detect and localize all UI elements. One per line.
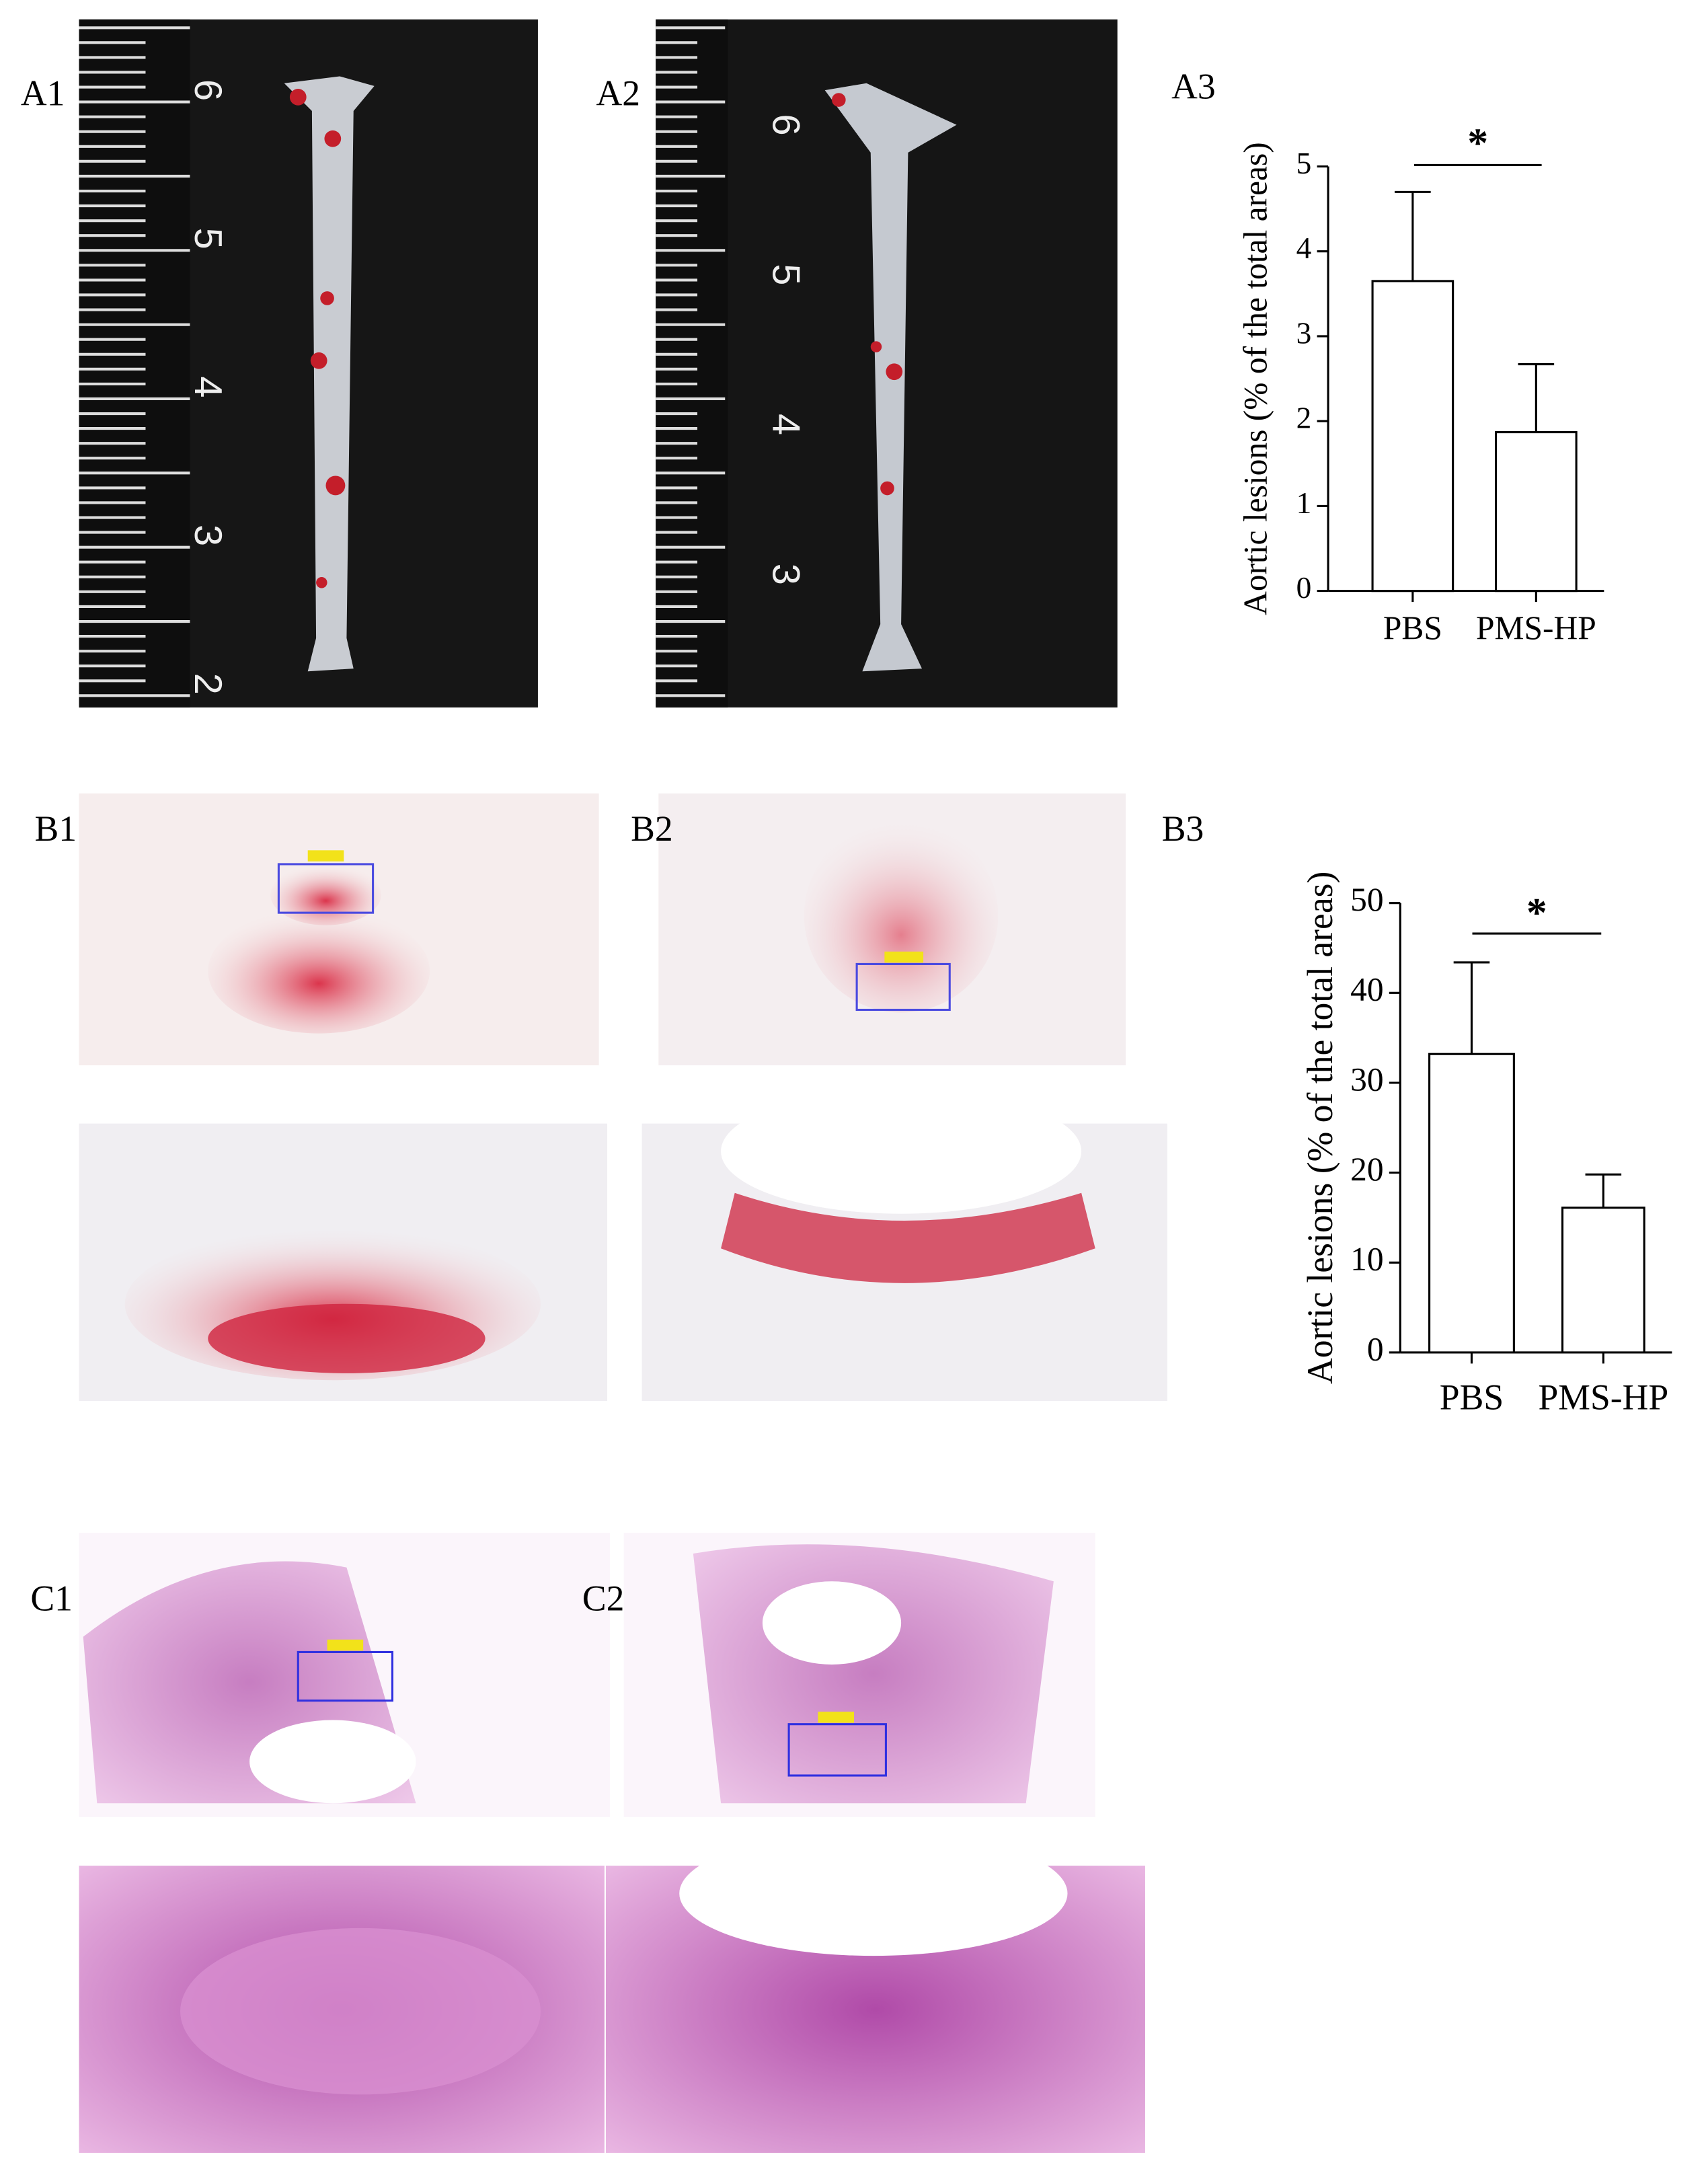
ruler-number: 4 xyxy=(186,376,229,397)
bar xyxy=(1495,431,1578,593)
significance-label: * xyxy=(1526,890,1547,936)
image-b2-zoom xyxy=(642,1089,1167,1402)
panel-label: B1 xyxy=(35,808,77,849)
significance-label: * xyxy=(1467,120,1488,166)
error-bar xyxy=(1518,363,1555,432)
image-b1 xyxy=(79,793,599,1065)
x-tick-label: PBS xyxy=(1383,609,1442,646)
photo-a2 xyxy=(656,19,1118,708)
ruler-number: 6 xyxy=(186,79,229,101)
ruler-number: 2 xyxy=(186,673,229,695)
error-bar xyxy=(1453,961,1490,1055)
ruler-number: 3 xyxy=(765,564,808,585)
y-tick-label: 30 xyxy=(1350,1061,1383,1098)
image-c1 xyxy=(79,1533,611,1817)
panel-label: A3 xyxy=(1171,66,1216,106)
y-tick-label: 4 xyxy=(1296,231,1312,265)
y-tick-label: 10 xyxy=(1350,1241,1383,1278)
y-tick-label: 40 xyxy=(1350,971,1383,1008)
ruler-number: 6 xyxy=(765,114,808,136)
y-tick-label: 0 xyxy=(1367,1330,1384,1367)
ruler-number: 4 xyxy=(765,414,808,435)
y-tick-label: 2 xyxy=(1296,402,1312,435)
bar xyxy=(1428,1053,1515,1354)
image-c2-zoom xyxy=(605,1831,1145,2153)
photo-a1 xyxy=(79,19,538,708)
bar xyxy=(1371,280,1454,593)
panel-label: B2 xyxy=(631,808,673,849)
y-tick-label: 0 xyxy=(1296,571,1312,605)
y-axis-label: Aortic lesions (% of the total areas) xyxy=(1300,872,1340,1384)
y-tick-label: 20 xyxy=(1350,1151,1383,1188)
bar xyxy=(1561,1207,1645,1354)
y-tick-label: 3 xyxy=(1296,316,1312,350)
y-tick-label: 50 xyxy=(1350,881,1383,918)
image-c2 xyxy=(623,1533,1095,1817)
image-b2 xyxy=(658,793,1126,1065)
panel-label: A2 xyxy=(596,73,641,114)
x-tick-label: PMS-HP xyxy=(1476,609,1596,646)
panel-label: C2 xyxy=(582,1578,625,1618)
image-b1-zoom xyxy=(79,1123,608,1402)
ruler-number: 5 xyxy=(186,228,229,250)
panel-label: A1 xyxy=(21,73,65,114)
error-bar xyxy=(1585,1173,1622,1208)
y-tick-label: 5 xyxy=(1296,147,1312,180)
panel-label: B3 xyxy=(1162,808,1204,849)
ruler-number: 5 xyxy=(765,264,808,285)
panel-label: C1 xyxy=(30,1578,73,1618)
image-c1-zoom xyxy=(79,1866,605,2153)
y-tick-label: 1 xyxy=(1296,486,1312,520)
error-bar xyxy=(1395,190,1431,281)
y-axis-label: Aortic lesions (% of the total areas) xyxy=(1237,142,1274,615)
ruler-number: 3 xyxy=(186,525,229,546)
x-tick-label: PMS-HP xyxy=(1539,1377,1669,1417)
x-tick-label: PBS xyxy=(1440,1377,1504,1417)
